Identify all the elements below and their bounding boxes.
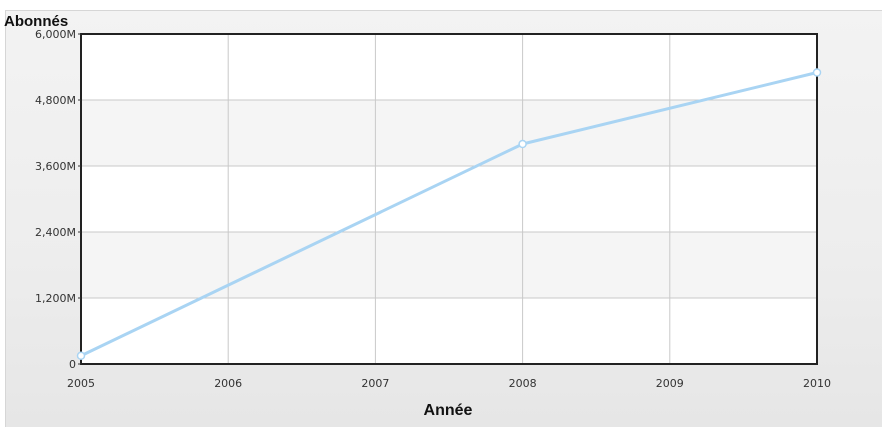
x-tick-label: 2009 — [656, 377, 684, 390]
x-tick-label: 2007 — [361, 377, 389, 390]
plot-bands — [81, 34, 817, 364]
x-tick-label: 2006 — [214, 377, 242, 390]
x-tick-label: 2008 — [509, 377, 537, 390]
data-point[interactable] — [812, 68, 822, 77]
y-tick-label: 4,800M — [35, 94, 76, 107]
x-tick-label: 2005 — [67, 377, 95, 390]
y-tick-labels: 0 1,200M 2,400M 3,600M 4,800M 6,000M — [35, 28, 81, 371]
y-tick-label: 2,400M — [35, 226, 76, 239]
data-point[interactable] — [518, 139, 527, 149]
plot-frame — [80, 33, 818, 365]
series-layer — [76, 68, 822, 360]
y-tick-label: 3,600M — [35, 160, 76, 173]
y-axis-title: Abonnés — [4, 13, 68, 30]
data-point[interactable] — [76, 351, 86, 360]
y-tick-label: 6,000M — [35, 28, 76, 41]
plot-band — [81, 34, 817, 100]
plot-band — [81, 166, 817, 232]
x-axis-title: Année — [424, 402, 473, 419]
x-tick-label: 2010 — [803, 377, 831, 390]
plot-band — [81, 100, 817, 166]
x-tick-labels: 2005 2006 2007 2008 2009 2010 — [67, 377, 831, 390]
plot-band — [81, 298, 817, 364]
y-tick-label: 0 — [69, 358, 76, 371]
plot-band — [81, 232, 817, 298]
y-tick-label: 1,200M — [35, 292, 76, 305]
